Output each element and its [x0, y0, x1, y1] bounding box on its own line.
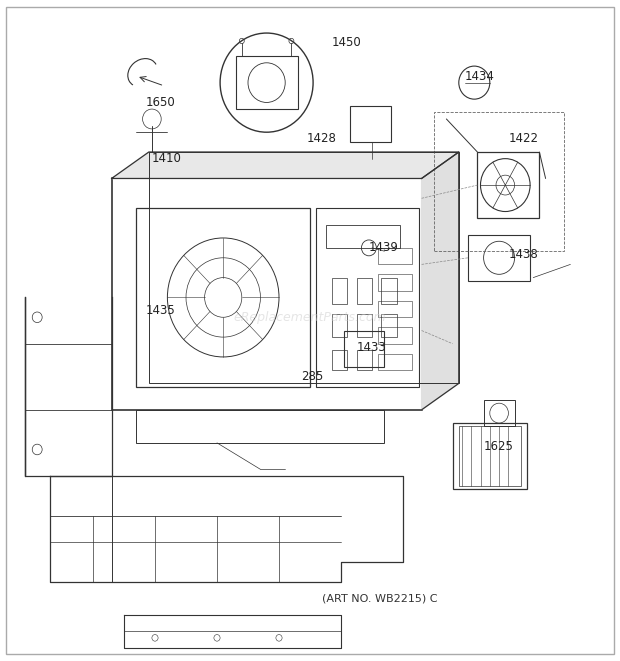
Bar — [236, 56, 298, 109]
Text: 1433: 1433 — [356, 340, 386, 354]
Bar — [378, 327, 412, 344]
Text: 1625: 1625 — [484, 440, 513, 453]
Polygon shape — [422, 152, 459, 410]
Text: 1435: 1435 — [146, 304, 175, 317]
Text: 285: 285 — [301, 370, 323, 383]
Text: 1428: 1428 — [307, 132, 337, 145]
Text: 1434: 1434 — [465, 69, 495, 83]
Text: 1438: 1438 — [508, 248, 538, 261]
Bar — [378, 301, 412, 317]
Bar — [378, 248, 412, 264]
Bar — [316, 208, 418, 387]
Bar — [136, 208, 310, 387]
Bar — [477, 152, 539, 218]
Text: 1450: 1450 — [332, 36, 361, 50]
Text: 1650: 1650 — [146, 96, 175, 109]
Bar — [136, 410, 384, 443]
Text: (ART NO. WB2215) C: (ART NO. WB2215) C — [322, 593, 438, 603]
Bar — [332, 314, 347, 337]
Bar — [356, 350, 372, 370]
Text: 1439: 1439 — [369, 241, 399, 254]
Bar — [344, 330, 384, 367]
Bar — [378, 274, 412, 291]
Bar — [381, 278, 397, 304]
Bar — [453, 423, 527, 489]
Bar — [149, 152, 459, 383]
Bar — [381, 314, 397, 337]
Polygon shape — [112, 152, 459, 178]
Text: eReplacementParts.com: eReplacementParts.com — [234, 311, 386, 324]
Text: 1410: 1410 — [152, 152, 182, 165]
Bar — [378, 354, 412, 370]
Bar — [350, 106, 391, 142]
Bar — [356, 278, 372, 304]
Bar — [468, 235, 530, 281]
Bar — [484, 400, 515, 426]
Bar — [112, 178, 422, 410]
Bar — [332, 350, 347, 370]
Text: 1422: 1422 — [508, 132, 538, 145]
Bar — [434, 112, 564, 251]
Bar — [332, 278, 347, 304]
Bar — [326, 225, 400, 248]
Bar — [356, 314, 372, 337]
Bar — [459, 426, 521, 486]
